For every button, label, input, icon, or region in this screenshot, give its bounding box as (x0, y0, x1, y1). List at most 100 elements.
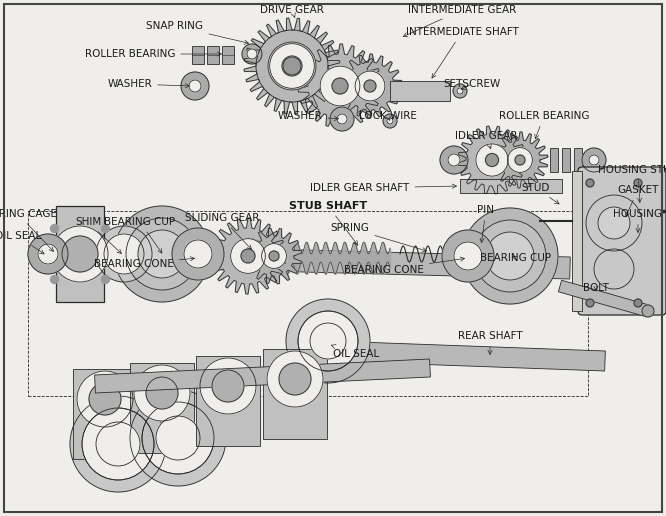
Circle shape (642, 305, 654, 317)
Circle shape (364, 80, 376, 92)
Circle shape (454, 242, 482, 270)
Circle shape (298, 311, 358, 371)
Text: HOUSING: HOUSING (613, 209, 663, 232)
Bar (207, 46, 219, 64)
Polygon shape (244, 18, 340, 114)
Circle shape (142, 402, 214, 474)
Text: BEARING CUP: BEARING CUP (105, 217, 176, 253)
Circle shape (486, 232, 534, 280)
Text: IDLER GEAR: IDLER GEAR (455, 131, 517, 149)
Circle shape (101, 276, 109, 283)
Bar (196, 356, 260, 446)
Circle shape (634, 179, 642, 187)
Text: OIL SEAL: OIL SEAL (331, 345, 379, 359)
FancyBboxPatch shape (95, 359, 430, 393)
Circle shape (355, 71, 385, 101)
Text: REAR SHAFT: REAR SHAFT (458, 331, 522, 354)
Circle shape (598, 207, 630, 239)
Bar (130, 363, 194, 453)
Circle shape (332, 78, 348, 94)
Circle shape (62, 236, 98, 272)
Circle shape (262, 244, 286, 268)
Bar (28, 211, 588, 396)
Text: OIL SEAL: OIL SEAL (0, 231, 44, 254)
Text: BEARING CONE: BEARING CONE (94, 256, 194, 269)
Circle shape (172, 228, 224, 280)
Circle shape (242, 44, 262, 64)
Bar (73, 369, 137, 459)
Bar (550, 148, 558, 172)
Bar (474, 242, 488, 266)
Circle shape (156, 416, 200, 460)
Circle shape (114, 206, 210, 302)
Circle shape (286, 299, 370, 383)
Circle shape (462, 208, 558, 304)
Bar (572, 171, 582, 311)
Polygon shape (492, 132, 548, 188)
Circle shape (330, 107, 354, 131)
Circle shape (486, 153, 498, 167)
Text: BEARING CUP: BEARING CUP (480, 253, 551, 263)
Circle shape (130, 390, 226, 486)
Circle shape (200, 358, 256, 414)
Bar (192, 46, 204, 64)
Text: BEARING CONE: BEARING CONE (344, 257, 464, 275)
Text: ROLLER BEARING: ROLLER BEARING (499, 111, 589, 139)
Circle shape (507, 148, 532, 172)
Circle shape (230, 238, 265, 273)
Circle shape (448, 154, 460, 166)
Circle shape (442, 230, 494, 282)
Text: STUB SHAFT: STUB SHAFT (289, 201, 367, 245)
Text: IDLER GEAR SHAFT: IDLER GEAR SHAFT (310, 183, 456, 193)
Text: INTERMEDIATE GEAR: INTERMEDIATE GEAR (403, 5, 516, 37)
FancyBboxPatch shape (558, 280, 649, 317)
Polygon shape (298, 44, 382, 128)
Text: WASHER: WASHER (278, 111, 338, 121)
Circle shape (337, 114, 347, 124)
Circle shape (51, 224, 59, 233)
Polygon shape (338, 54, 402, 118)
Polygon shape (458, 126, 526, 194)
Circle shape (589, 155, 599, 165)
Text: DRIVE GEAR: DRIVE GEAR (260, 5, 324, 18)
Text: PIN: PIN (478, 205, 494, 243)
Circle shape (453, 84, 467, 98)
Text: STUD: STUD (522, 183, 559, 204)
FancyBboxPatch shape (330, 341, 605, 371)
Circle shape (387, 118, 393, 124)
Bar (562, 148, 570, 172)
Circle shape (282, 56, 302, 76)
Text: ROLLER BEARING: ROLLER BEARING (85, 49, 222, 59)
Circle shape (82, 408, 154, 480)
Circle shape (77, 371, 133, 427)
Circle shape (101, 224, 109, 233)
Circle shape (181, 72, 209, 100)
Circle shape (582, 148, 606, 172)
Text: SPRING: SPRING (330, 223, 427, 252)
Circle shape (440, 146, 468, 174)
Circle shape (241, 249, 255, 263)
Circle shape (267, 351, 323, 407)
FancyBboxPatch shape (390, 81, 450, 101)
Text: GASKET: GASKET (617, 185, 659, 217)
Circle shape (142, 402, 214, 474)
Circle shape (269, 251, 279, 261)
Circle shape (383, 114, 397, 128)
Circle shape (268, 42, 316, 90)
Text: SHIM: SHIM (75, 217, 121, 253)
Circle shape (126, 218, 198, 290)
Circle shape (38, 244, 58, 264)
Text: BOLT: BOLT (583, 283, 609, 293)
Circle shape (70, 396, 166, 492)
Circle shape (28, 234, 68, 274)
Polygon shape (246, 228, 302, 284)
Text: WASHER: WASHER (108, 79, 189, 89)
Circle shape (134, 365, 190, 421)
Circle shape (310, 323, 346, 359)
Circle shape (138, 230, 186, 278)
Circle shape (586, 299, 594, 307)
Circle shape (96, 226, 152, 282)
Circle shape (515, 155, 525, 165)
Text: SNAP RING: SNAP RING (147, 21, 248, 44)
Circle shape (82, 408, 154, 480)
